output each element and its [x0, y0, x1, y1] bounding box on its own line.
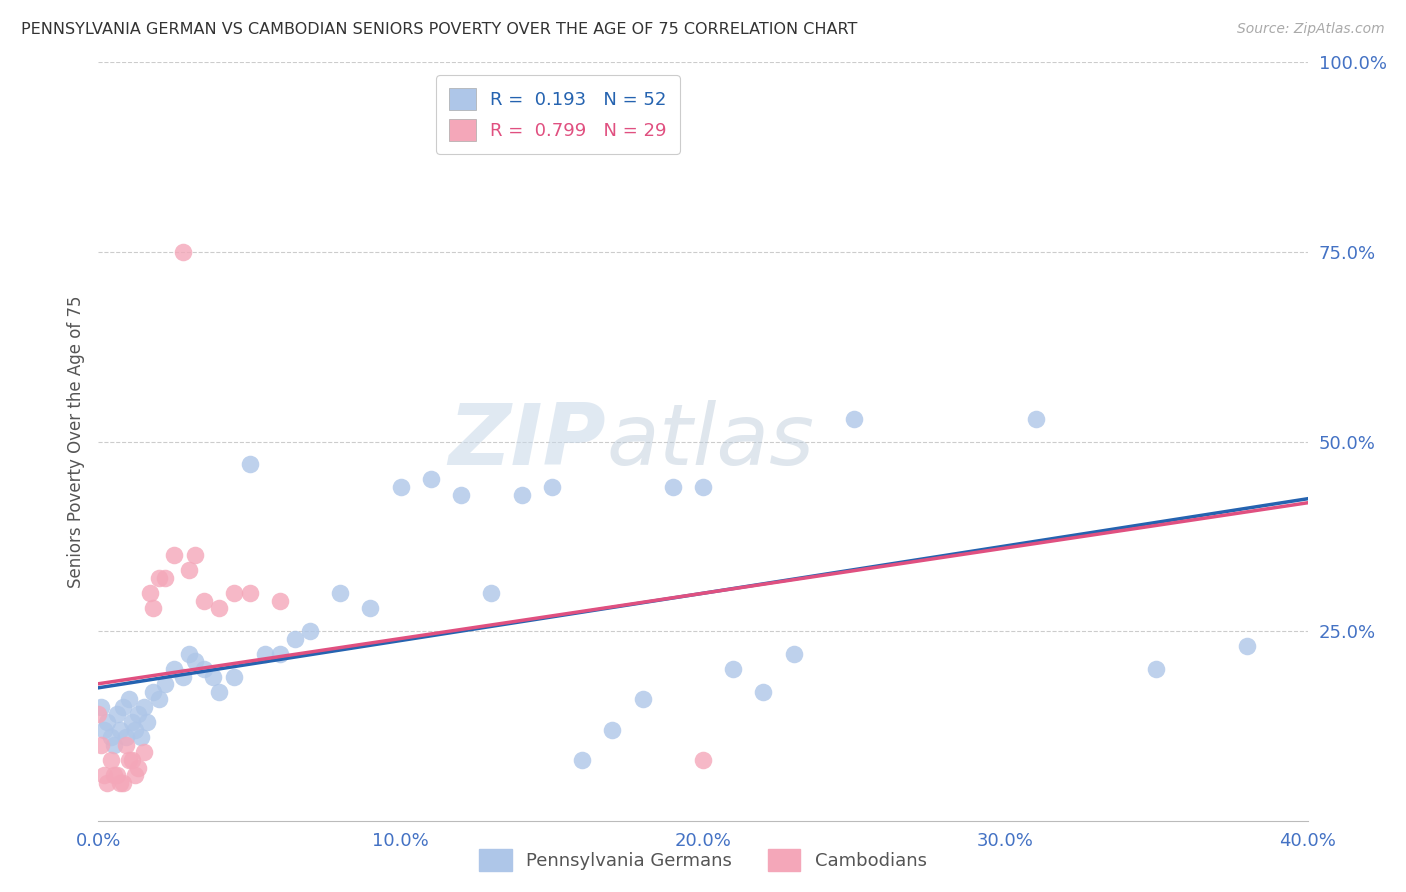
Point	[103, 738, 125, 752]
Point	[148, 692, 170, 706]
Point	[631, 692, 654, 706]
Point	[100, 753, 122, 767]
Point	[93, 723, 115, 737]
Point	[172, 669, 194, 683]
Point	[299, 624, 322, 639]
Point	[193, 594, 215, 608]
Text: atlas: atlas	[606, 400, 814, 483]
Legend: Pennsylvania Germans, Cambodians: Pennsylvania Germans, Cambodians	[472, 842, 934, 879]
Point	[172, 244, 194, 259]
Legend: R =  0.193   N = 52, R =  0.799   N = 29: R = 0.193 N = 52, R = 0.799 N = 29	[436, 75, 679, 153]
Point	[208, 601, 231, 615]
Point	[124, 768, 146, 782]
Y-axis label: Seniors Poverty Over the Age of 75: Seniors Poverty Over the Age of 75	[66, 295, 84, 588]
Point	[481, 586, 503, 600]
Point	[108, 776, 131, 790]
Point	[163, 548, 186, 563]
Point	[124, 723, 146, 737]
Point	[108, 723, 131, 737]
Point	[783, 647, 806, 661]
Point	[127, 760, 149, 774]
Point	[269, 647, 291, 661]
Point	[121, 753, 143, 767]
Text: ZIP: ZIP	[449, 400, 606, 483]
Text: Source: ZipAtlas.com: Source: ZipAtlas.com	[1237, 22, 1385, 37]
Point	[153, 571, 176, 585]
Point	[163, 662, 186, 676]
Point	[202, 669, 225, 683]
Point	[1024, 412, 1046, 426]
Point	[179, 647, 201, 661]
Point	[114, 730, 136, 744]
Point	[148, 571, 170, 585]
Point	[142, 601, 165, 615]
Point	[193, 662, 215, 676]
Point	[389, 480, 412, 494]
Point	[153, 677, 176, 691]
Point	[93, 768, 115, 782]
Point	[184, 548, 207, 563]
Point	[239, 458, 262, 472]
Point	[844, 412, 866, 426]
Point	[118, 692, 141, 706]
Point	[692, 480, 714, 494]
Point	[118, 753, 141, 767]
Point	[114, 738, 136, 752]
Point	[540, 480, 562, 494]
Point	[692, 753, 714, 767]
Point	[269, 594, 291, 608]
Point	[184, 655, 207, 669]
Point	[121, 715, 143, 730]
Point	[111, 776, 134, 790]
Point	[571, 753, 593, 767]
Point	[142, 685, 165, 699]
Point	[661, 480, 683, 494]
Point	[105, 707, 128, 722]
Point	[224, 669, 246, 683]
Point	[1144, 662, 1167, 676]
Text: PENNSYLVANIA GERMAN VS CAMBODIAN SENIORS POVERTY OVER THE AGE OF 75 CORRELATION : PENNSYLVANIA GERMAN VS CAMBODIAN SENIORS…	[21, 22, 858, 37]
Point	[450, 487, 472, 501]
Point	[239, 586, 262, 600]
Point	[752, 685, 775, 699]
Point	[90, 699, 112, 714]
Point	[510, 487, 533, 501]
Point	[224, 586, 246, 600]
Point	[602, 723, 624, 737]
Point	[420, 473, 443, 487]
Point	[96, 715, 118, 730]
Point	[208, 685, 231, 699]
Point	[103, 768, 125, 782]
Point	[1236, 639, 1258, 653]
Point	[132, 699, 155, 714]
Point	[132, 746, 155, 760]
Point	[284, 632, 307, 646]
Point	[139, 586, 162, 600]
Point	[90, 738, 112, 752]
Point	[135, 715, 157, 730]
Point	[179, 564, 201, 578]
Point	[111, 699, 134, 714]
Point	[723, 662, 745, 676]
Point	[360, 601, 382, 615]
Point	[100, 730, 122, 744]
Point	[127, 707, 149, 722]
Point	[129, 730, 152, 744]
Point	[329, 586, 352, 600]
Point	[105, 768, 128, 782]
Point	[253, 647, 276, 661]
Point	[96, 776, 118, 790]
Point	[87, 707, 110, 722]
